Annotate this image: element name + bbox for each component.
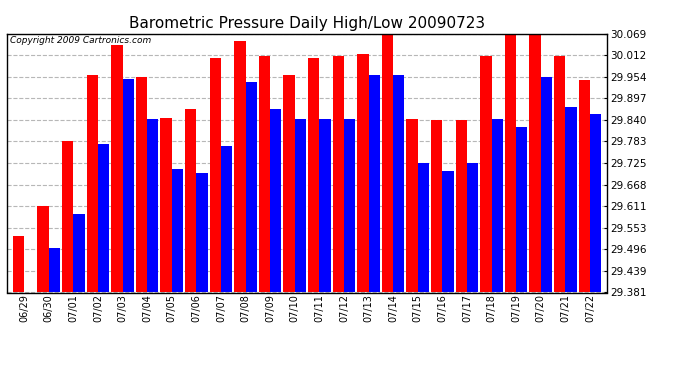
Bar	[221, 146, 233, 292]
Bar	[590, 114, 601, 292]
Text: Copyright 2009 Cartronics.com: Copyright 2009 Cartronics.com	[10, 36, 151, 45]
Bar	[197, 172, 208, 292]
Bar	[210, 58, 221, 292]
Bar	[505, 32, 516, 292]
Bar	[368, 75, 380, 292]
Bar	[234, 41, 246, 292]
Bar	[541, 76, 552, 292]
Bar	[382, 30, 393, 292]
Bar	[319, 119, 331, 292]
Bar	[284, 75, 295, 292]
Bar	[417, 163, 429, 292]
Bar	[259, 56, 270, 292]
Bar	[111, 45, 123, 292]
Bar	[406, 119, 417, 292]
Title: Barometric Pressure Daily High/Low 20090723: Barometric Pressure Daily High/Low 20090…	[129, 16, 485, 31]
Bar	[98, 144, 109, 292]
Bar	[123, 78, 134, 292]
Bar	[62, 141, 73, 292]
Bar	[491, 119, 503, 292]
Bar	[455, 120, 467, 292]
Bar	[37, 206, 49, 292]
Bar	[49, 248, 60, 292]
Bar	[579, 80, 590, 292]
Bar	[295, 119, 306, 292]
Bar	[357, 54, 368, 292]
Bar	[529, 35, 541, 292]
Bar	[246, 82, 257, 292]
Bar	[147, 119, 159, 292]
Bar	[270, 109, 282, 292]
Bar	[13, 237, 24, 292]
Bar	[565, 107, 577, 292]
Bar	[431, 120, 442, 292]
Bar	[480, 56, 491, 292]
Bar	[73, 214, 85, 292]
Bar	[393, 75, 404, 292]
Bar	[516, 128, 527, 292]
Bar	[442, 171, 454, 292]
Bar	[172, 169, 183, 292]
Bar	[554, 56, 565, 292]
Bar	[308, 58, 319, 292]
Bar	[87, 75, 98, 292]
Bar	[333, 56, 344, 292]
Bar	[344, 119, 355, 292]
Bar	[467, 163, 478, 292]
Bar	[160, 118, 172, 292]
Bar	[136, 76, 147, 292]
Bar	[185, 109, 197, 292]
